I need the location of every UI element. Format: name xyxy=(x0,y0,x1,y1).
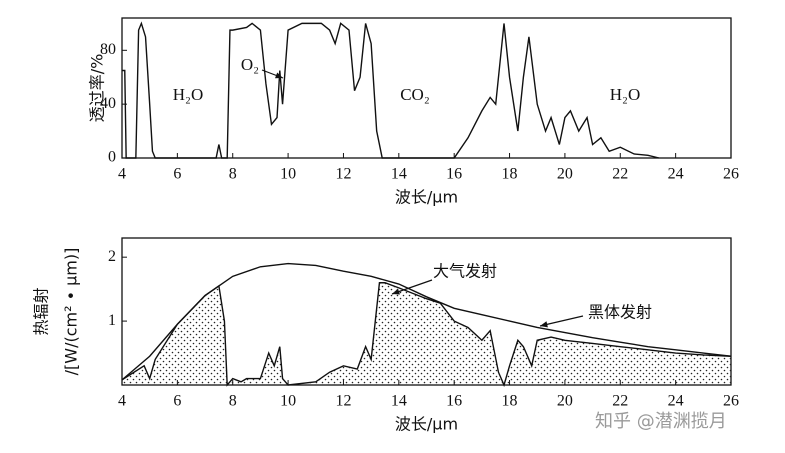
annotation: H₂O xyxy=(610,85,640,104)
arrow-head xyxy=(540,321,548,328)
x-tick-label: 10 xyxy=(280,166,296,183)
x-tick-label: 10 xyxy=(280,393,296,410)
x-tick-label: 26 xyxy=(723,393,739,410)
x-tick-label: 4 xyxy=(118,166,126,183)
x-tick-label: 24 xyxy=(668,393,684,410)
x-tick-label: 12 xyxy=(335,166,351,183)
x-tick-label: 24 xyxy=(668,166,684,183)
annotation: H₂O xyxy=(173,85,203,104)
series-line xyxy=(121,282,732,388)
x-tick-label: 12 xyxy=(335,393,351,410)
x-tick-label: 20 xyxy=(557,393,573,410)
x-tick-label: 20 xyxy=(557,166,573,183)
x-tick-label: 16 xyxy=(446,393,462,410)
x-tick-label: 8 xyxy=(229,393,237,410)
annotation: 黑体发射 xyxy=(588,303,652,322)
x-tick-label: 26 xyxy=(723,166,739,183)
annotation: O₂ xyxy=(241,55,259,74)
watermark: 知乎 @潜渊揽月 xyxy=(595,411,727,432)
x-tick-label: 6 xyxy=(173,393,181,410)
x-axis-label: 波长/μm xyxy=(395,188,458,207)
x-tick-label: 16 xyxy=(446,166,462,183)
emission-fill xyxy=(122,282,731,385)
series-line xyxy=(121,262,732,381)
annotation: 大气发射 xyxy=(433,262,497,281)
y-tick-label: 80 xyxy=(100,41,116,58)
x-tick-label: 4 xyxy=(118,393,126,410)
y-tick-label: 2 xyxy=(108,248,116,265)
x-tick-label: 18 xyxy=(502,393,518,410)
y-axis-label: 热辐射 xyxy=(32,287,51,335)
y-axis-label: /[W/(cm² • μm)] xyxy=(62,248,81,376)
annotation: CO₂ xyxy=(400,85,430,104)
x-tick-label: 22 xyxy=(612,166,628,183)
y-axis-label: 透过率/% xyxy=(88,54,107,123)
y-tick-label: 40 xyxy=(100,95,116,112)
y-tick-label: 1 xyxy=(108,312,116,329)
x-tick-label: 8 xyxy=(229,166,237,183)
x-tick-label: 22 xyxy=(612,393,628,410)
x-tick-label: 14 xyxy=(391,166,407,183)
x-axis-label: 波长/μm xyxy=(395,415,458,434)
series-line xyxy=(122,21,660,159)
x-tick-label: 6 xyxy=(173,166,181,183)
x-tick-label: 14 xyxy=(391,393,407,410)
y-tick-label: 0 xyxy=(108,149,116,166)
x-tick-label: 18 xyxy=(502,166,518,183)
